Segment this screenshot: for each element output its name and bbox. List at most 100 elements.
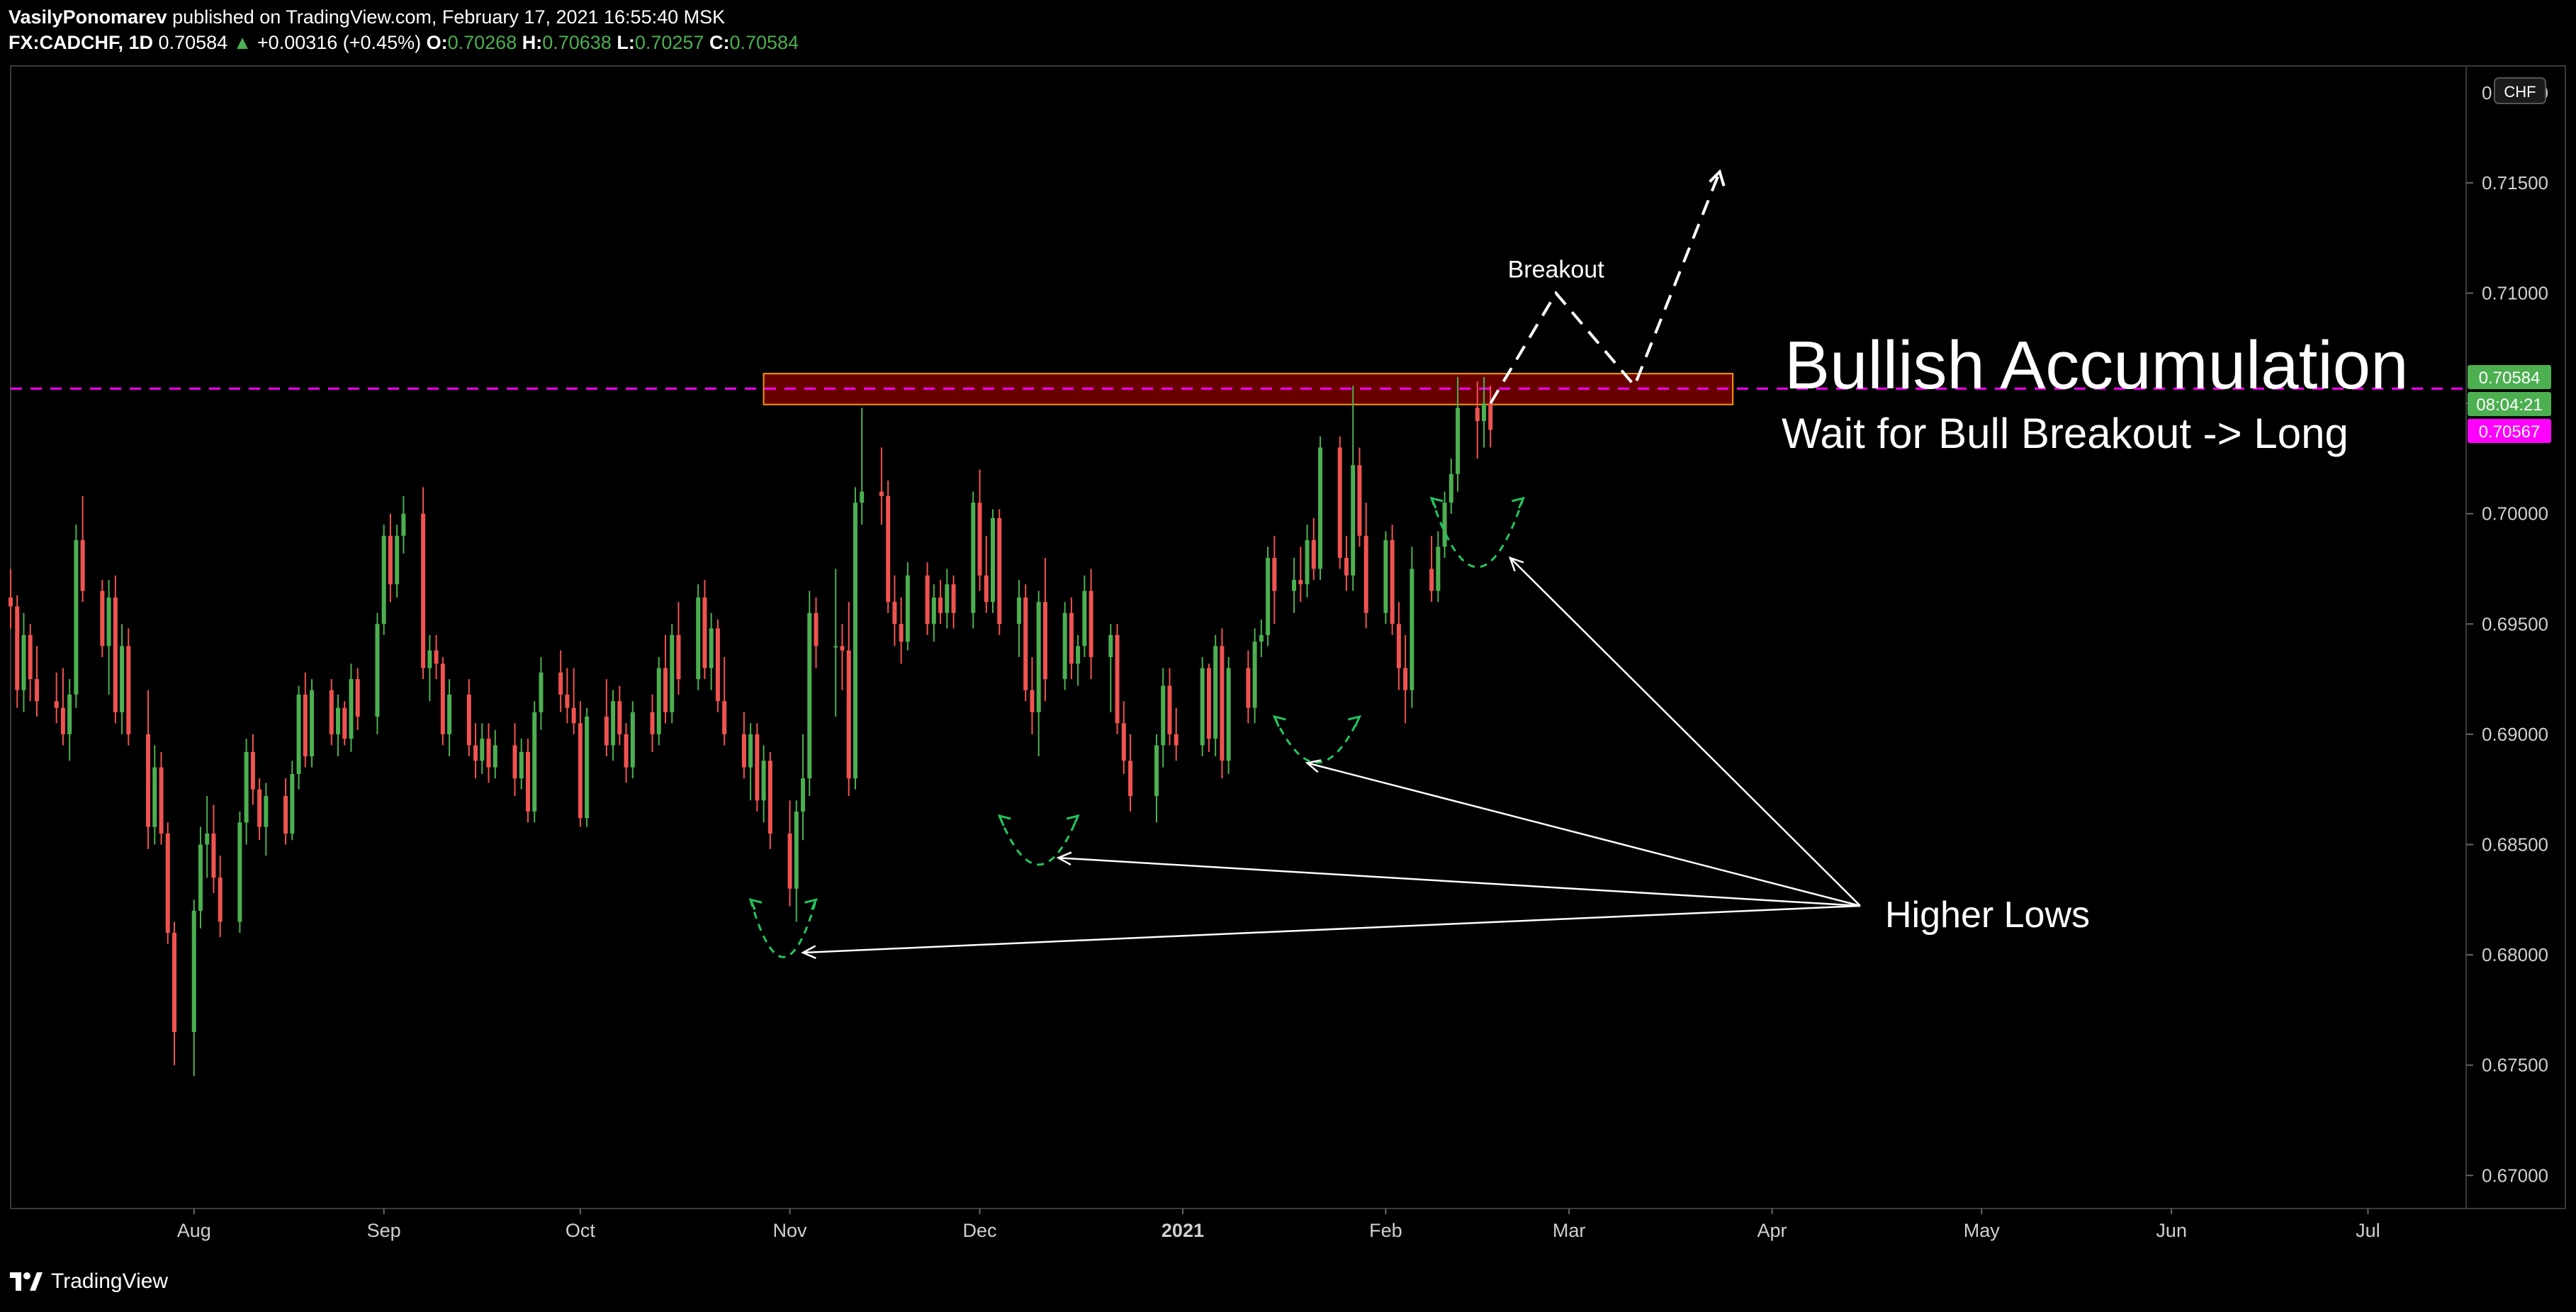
candle (702, 580, 707, 680)
candle-body (1272, 557, 1277, 591)
price-tick-label: 0.71000 (2482, 283, 2548, 304)
price-label-text: 0.70584 (2479, 369, 2541, 388)
close-label: C: (709, 32, 730, 53)
candle (1259, 619, 1264, 658)
candle (434, 634, 439, 680)
candle (1154, 734, 1159, 823)
candle-body (146, 734, 151, 827)
author-name[interactable]: VasilyPonomarev (9, 6, 167, 28)
footer-brand[interactable]: TradingView (51, 1269, 169, 1293)
candle (578, 701, 583, 827)
time-tick-label: Mar (1553, 1220, 1586, 1241)
candle (54, 672, 59, 724)
candle (853, 487, 857, 790)
candle (1023, 584, 1028, 702)
candle-body (1403, 668, 1408, 690)
candle (905, 562, 910, 651)
candle-body (931, 597, 936, 624)
candle (1069, 597, 1074, 680)
candle-body (676, 634, 681, 680)
higher-low-arc-arrowhead (1272, 714, 1286, 727)
candle-body (512, 745, 517, 779)
candle-body (1206, 668, 1211, 739)
ohlc-line: FX:CADCHF, 1D 0.70584 ▲ +0.00316 (+0.45%… (9, 30, 799, 55)
candle-body (1252, 641, 1257, 708)
candle-body (473, 745, 478, 761)
candle-body (1488, 403, 1493, 430)
candle-body (656, 668, 661, 734)
candle-body (381, 535, 386, 624)
candle-body (1030, 690, 1035, 712)
candle-body (1436, 546, 1441, 591)
candle-body (486, 739, 491, 768)
time-tick-label: Feb (1369, 1220, 1402, 1241)
candle (1475, 381, 1480, 459)
candle-body (440, 663, 445, 734)
candle-body (1076, 646, 1081, 664)
time-tick-label: Oct (566, 1220, 596, 1241)
open-value: 0.70268 (447, 32, 517, 53)
candle-body (1351, 465, 1356, 576)
candle-body (617, 701, 622, 734)
candle-body (1266, 557, 1271, 635)
candle-body (1292, 580, 1297, 591)
candle (1403, 634, 1408, 724)
candle (565, 668, 570, 724)
candle-body (558, 672, 563, 695)
candle (329, 679, 334, 746)
tradingview-logo-icon[interactable] (9, 1269, 43, 1294)
candle (1082, 575, 1087, 658)
candle-body (971, 503, 976, 613)
candle-body (113, 597, 118, 712)
candle (1226, 657, 1231, 774)
candle (558, 650, 563, 712)
candle-body (244, 751, 249, 823)
footer: TradingView (9, 1265, 168, 1299)
candle-body (1161, 685, 1166, 746)
candle-body (650, 712, 655, 734)
candle-body (905, 575, 910, 642)
candle-body (329, 690, 334, 734)
candle (1076, 634, 1081, 686)
candle-body (624, 734, 629, 768)
price-tick-label: 0.67500 (2482, 1055, 2548, 1076)
currency-badge[interactable]: CHF (2494, 77, 2546, 104)
candle-body (1311, 540, 1316, 569)
candle-body (283, 796, 288, 834)
candle (493, 729, 497, 779)
candle-body (709, 628, 714, 668)
candle-body (1036, 602, 1041, 712)
time-tick-label: Jun (2156, 1220, 2187, 1241)
candle (1213, 634, 1218, 757)
time-tick-label: Apr (1757, 1220, 1787, 1241)
published-text: published on TradingView.com, February 1… (172, 6, 726, 28)
candle (296, 685, 301, 790)
candle-body (1318, 447, 1322, 569)
candle-body (1305, 540, 1310, 585)
candle-body (1390, 540, 1395, 624)
candle-body (493, 745, 497, 768)
candle (1174, 707, 1179, 761)
symbol-label[interactable]: FX:CADCHF, 1D (9, 32, 154, 53)
candle (172, 921, 176, 1065)
higher-low-pointer-line (1509, 557, 1861, 907)
candle-body (886, 495, 891, 602)
resistance-zone-group (11, 373, 2466, 405)
price-label-box (2468, 418, 2551, 443)
candle-body (34, 679, 39, 702)
higher-low-arc-arrowhead (1429, 496, 1444, 509)
candle-body (355, 679, 360, 717)
candle-body (1357, 465, 1362, 536)
higher-low-pointer-arrowhead (1305, 759, 1322, 773)
candle (525, 739, 530, 823)
open-label: O: (426, 32, 448, 53)
candle-body (1023, 597, 1028, 690)
candle (571, 668, 576, 734)
candle (1429, 535, 1434, 602)
candle-body (120, 646, 125, 712)
candle (120, 624, 125, 734)
candle-body (1128, 761, 1133, 797)
breakout-label: Breakout (1508, 257, 1605, 284)
candle-body (846, 650, 851, 779)
